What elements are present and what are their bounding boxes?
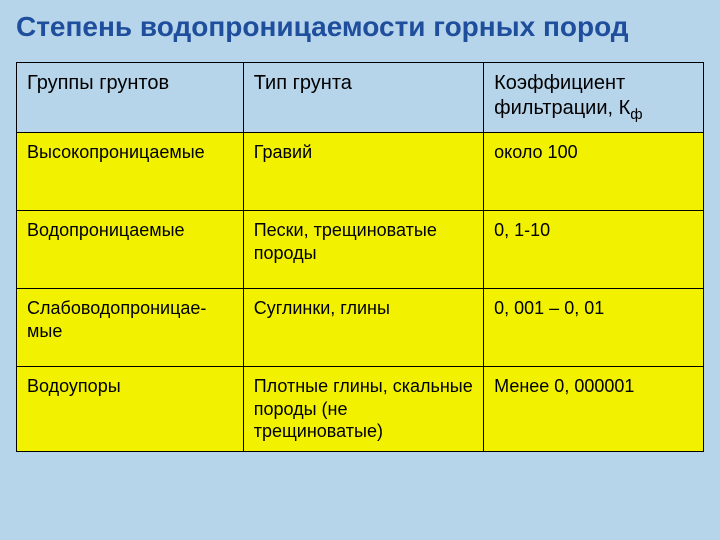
page-title: Степень водопроницаемости горных пород — [16, 10, 704, 44]
cell-group: Водоупоры — [17, 367, 244, 452]
cell-type: Суглинки, глины — [243, 289, 483, 367]
cell-type: Плотные глины, скальные породы (не трещи… — [243, 367, 483, 452]
col-header-type: Тип грунта — [243, 62, 483, 133]
table-row: Водопроницаемые Пески, трещиноватые поро… — [17, 211, 704, 289]
col-header-coef-sub: ф — [630, 106, 642, 123]
cell-type: Пески, трещиноватые породы — [243, 211, 483, 289]
col-header-groups: Группы грунтов — [17, 62, 244, 133]
cell-group: Водопроницаемые — [17, 211, 244, 289]
col-header-coef-text: Коэффициент фильтрации, К — [494, 72, 630, 119]
permeability-table: Группы грунтов Тип грунта Коэффициент фи… — [16, 62, 704, 452]
cell-coef: 0, 001 – 0, 01 — [484, 289, 704, 367]
col-header-coef: Коэффициент фильтрации, Кф — [484, 62, 704, 133]
cell-type: Гравий — [243, 133, 483, 211]
cell-coef: Менее 0, 000001 — [484, 367, 704, 452]
table-row: Водоупоры Плотные глины, скальные породы… — [17, 367, 704, 452]
cell-group: Высокопроницаемые — [17, 133, 244, 211]
table-row: Слабоводопроницае­мые Суглинки, глины 0,… — [17, 289, 704, 367]
cell-group: Слабоводопроницае­мые — [17, 289, 244, 367]
table-row: Высокопроницаемые Гравий около 100 — [17, 133, 704, 211]
cell-coef: 0, 1-10 — [484, 211, 704, 289]
table-header-row: Группы грунтов Тип грунта Коэффициент фи… — [17, 62, 704, 133]
cell-coef: около 100 — [484, 133, 704, 211]
